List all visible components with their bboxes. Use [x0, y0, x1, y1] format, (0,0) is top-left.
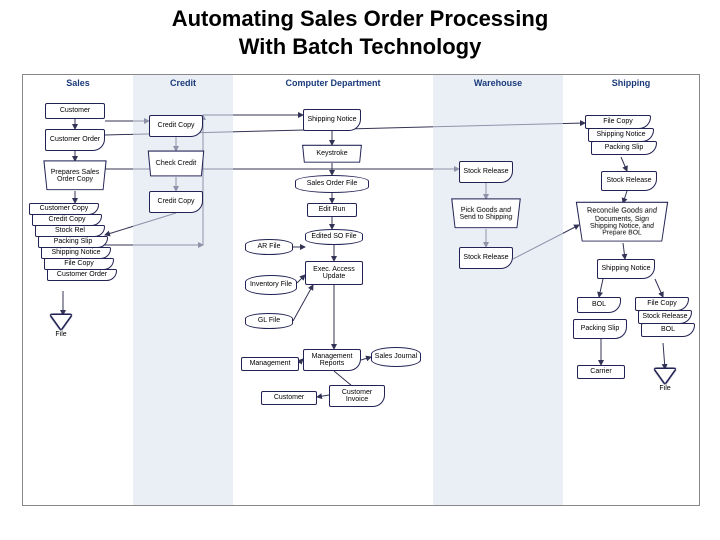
node-p-stack2-0: File Copy	[635, 297, 689, 311]
node-d-inv: Inventory File	[245, 275, 297, 295]
node-d-cust: Customer	[261, 391, 317, 405]
node-p-file: File	[655, 369, 675, 383]
node-p-stack2-2: BOL	[641, 323, 695, 337]
node-s-co: Customer Order	[45, 129, 105, 151]
node-p-car: Carrier	[577, 365, 625, 379]
node-d-ks: Keystroke	[302, 145, 362, 163]
node-d-sn: Shipping Notice	[303, 109, 361, 131]
node-c-cc2: Credit Copy	[149, 191, 203, 213]
node-d-er: Edit Run	[307, 203, 357, 217]
node-p-bol: BOL	[577, 297, 621, 313]
node-p-sn: Shipping Notice	[597, 259, 655, 279]
lane-wh	[433, 75, 563, 505]
node-w-sr1: Stock Release	[459, 161, 513, 183]
node-p-rec: Reconcile Goods and Documents, Sign Ship…	[576, 202, 668, 242]
node-w-sr2: Stock Release	[459, 247, 513, 269]
node-d-sof: Sales Order File	[295, 175, 369, 193]
lane-header-ship: Shipping	[563, 78, 699, 88]
node-d-mr: Management Reports	[303, 349, 361, 371]
node-d-ci: Customer Invoice	[329, 385, 385, 407]
node-d-gl: GL File	[245, 313, 293, 329]
lane-header-cd: Computer Department	[233, 78, 433, 88]
lane-credit	[133, 75, 233, 505]
flowchart-canvas: SalesCreditComputer DepartmentWarehouseS…	[22, 74, 700, 506]
node-d-esf: Edited SO File	[305, 229, 363, 245]
node-p-ps: Packing Slip	[573, 319, 627, 339]
node-s-file: File	[51, 315, 71, 329]
node-p-stack2-1: Stock Release	[638, 310, 692, 324]
node-p-stack1-1: Shipping Notice	[588, 128, 654, 142]
node-d-mgmt: Management	[241, 357, 299, 371]
node-c-chk: Check Credit	[148, 151, 205, 177]
node-p-stack1-2: Packing Slip	[591, 141, 657, 155]
node-w-pick: Pick Goods and Send to Shipping	[451, 198, 521, 228]
node-d-sj: Sales Journal	[371, 347, 421, 367]
node-d-exec: Exec. Access Update	[305, 261, 363, 285]
lane-header-credit: Credit	[133, 78, 233, 88]
lane-header-wh: Warehouse	[433, 78, 563, 88]
node-s-cust: Customer	[45, 103, 105, 119]
node-s-prep: Prepares Sales Order Copy	[43, 160, 106, 190]
page-title-line-2: With Batch Technology	[0, 34, 720, 60]
node-c-cc1: Credit Copy	[149, 115, 203, 137]
node-p-stack1-0: File Copy	[585, 115, 651, 129]
node-s-stack-6: Customer Order	[47, 269, 117, 281]
node-p-sr: Stock Release	[601, 171, 657, 191]
node-d-ar: AR File	[245, 239, 293, 255]
page-title-line-1: Automating Sales Order Processing	[0, 6, 720, 32]
lane-header-sales: Sales	[23, 78, 133, 88]
